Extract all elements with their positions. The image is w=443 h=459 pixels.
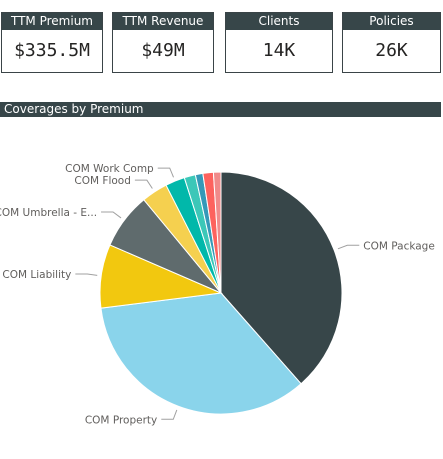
pie-slice[interactable]	[100, 292, 302, 415]
leader-line	[337, 244, 360, 250]
slice-label: COM Liability	[2, 269, 71, 281]
kpi-card-clients: Clients 14K	[225, 12, 333, 73]
slice-label: COM Flood	[74, 175, 130, 187]
kpi-card-ttm-revenue: TTM Revenue $49M	[112, 12, 214, 73]
kpi-label: Clients	[226, 13, 332, 30]
kpi-label: Policies	[343, 13, 440, 30]
leader-line	[75, 273, 98, 276]
slice-label: COM Package	[363, 240, 435, 252]
pie-slice[interactable]	[212, 171, 222, 294]
kpi-label: TTM Premium	[2, 13, 102, 30]
kpi-label: TTM Revenue	[113, 13, 213, 30]
slice-label: COM Umbrella - E...	[0, 207, 97, 219]
leader-line	[101, 211, 122, 219]
kpi-value: $335.5M	[14, 40, 90, 61]
leader-line	[134, 179, 153, 189]
pie-chart: COM Package COM Property COM Liability COM …	[0, 163, 435, 426]
slice-label: COM Property	[85, 414, 157, 426]
leader-line	[161, 409, 178, 420]
kpi-value: 14K	[262, 40, 296, 61]
kpi-card-ttm-premium: TTM Premium $335.5M	[1, 12, 103, 73]
pie-slice[interactable]	[220, 171, 343, 385]
kpi-card-policies: Policies 26K	[342, 12, 441, 73]
kpi-value: 26K	[375, 40, 408, 61]
slice-label: COM Work Comp	[65, 163, 154, 175]
kpi-value: $49M	[141, 40, 185, 61]
leader-line	[157, 167, 174, 178]
chart-title: Coverages by Premium	[0, 102, 441, 117]
